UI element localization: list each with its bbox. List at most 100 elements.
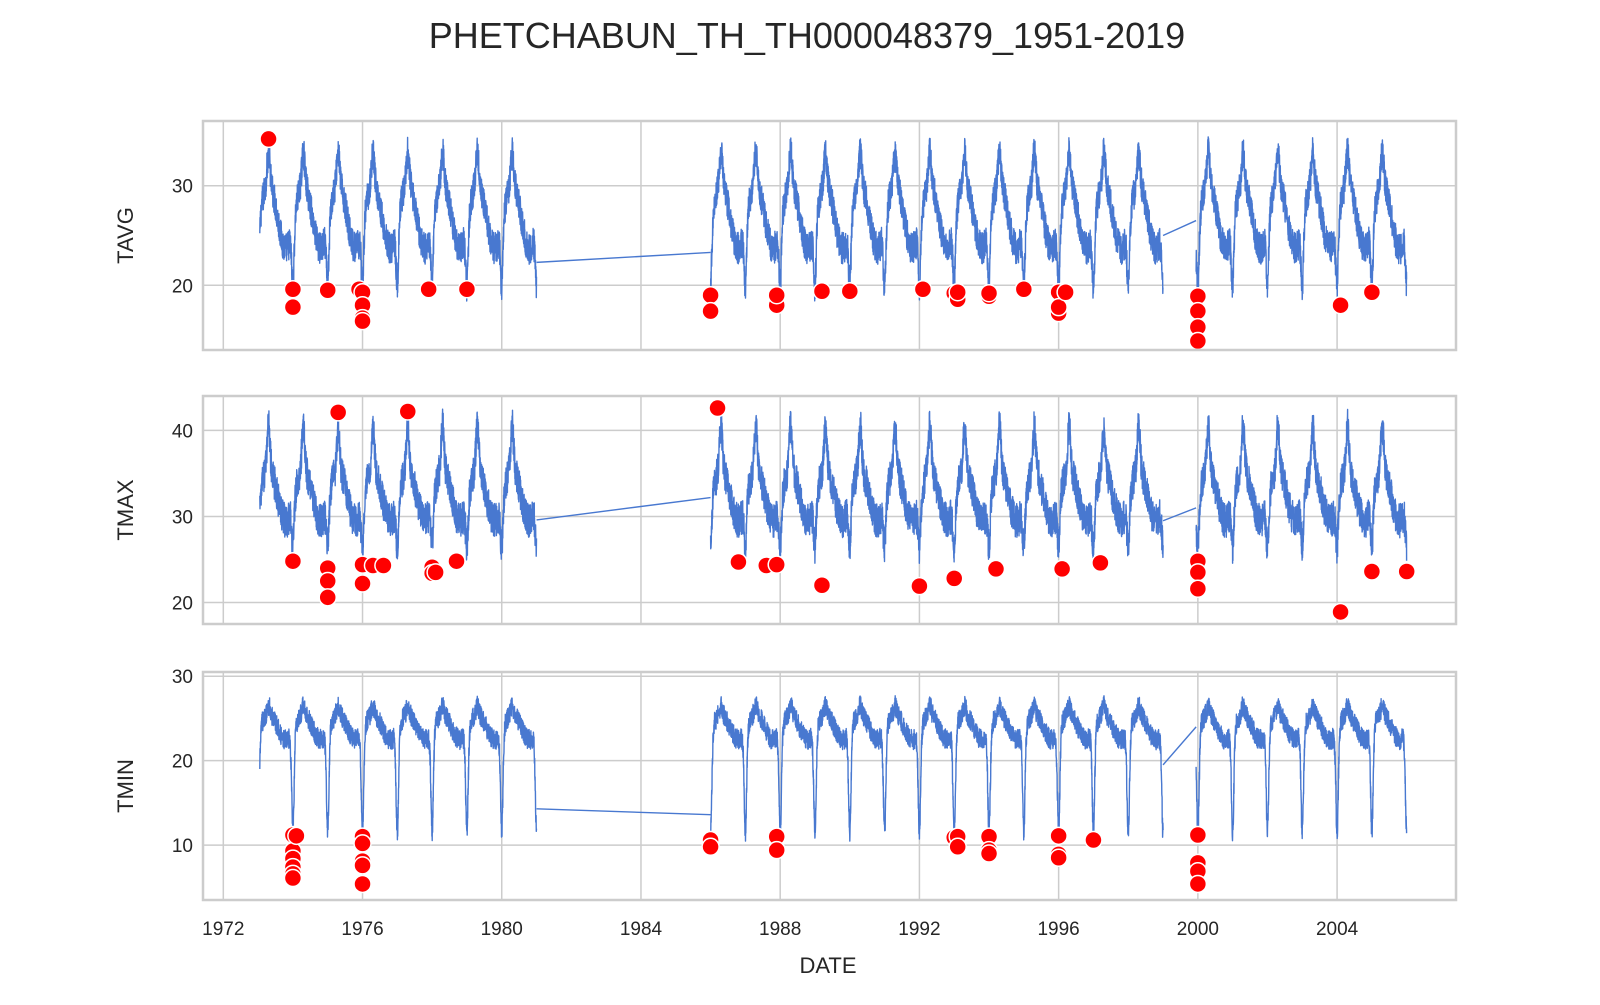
series-line-tmin xyxy=(259,695,1408,842)
x-axis-label: DATE xyxy=(799,953,856,978)
outlier-point xyxy=(283,868,303,888)
x-tick-label: 1996 xyxy=(1037,919,1079,940)
outlier-point xyxy=(353,856,372,875)
outlier-point xyxy=(767,285,786,305)
outlier-point xyxy=(287,826,306,846)
y-tick-label: 30 xyxy=(172,177,193,198)
outlier-point xyxy=(812,282,832,301)
x-tick-label: 1976 xyxy=(341,919,383,940)
outlier-point xyxy=(979,844,999,863)
gap-connector xyxy=(536,251,711,264)
outlier-point xyxy=(426,563,445,582)
outlier-point xyxy=(328,403,348,422)
outlier-point xyxy=(283,280,303,299)
y-tick-label: 20 xyxy=(172,752,193,773)
outlier-point xyxy=(259,129,278,149)
outlier-point xyxy=(944,569,964,588)
outlier-point xyxy=(353,874,372,894)
gap-connector xyxy=(1162,726,1197,766)
outlier-point xyxy=(729,552,748,572)
y-tick-label: 20 xyxy=(172,276,193,297)
outlier-point xyxy=(1362,283,1382,302)
outlier-point xyxy=(1362,562,1382,581)
panel-frame xyxy=(201,394,1458,626)
series-line-tavg xyxy=(259,136,1408,302)
outlier-point xyxy=(948,283,967,302)
outlier-point xyxy=(318,588,337,607)
outlier-point xyxy=(283,551,303,571)
outlier-point xyxy=(1188,874,1208,894)
x-tick-label: 1992 xyxy=(898,919,940,940)
y-tick-label: 10 xyxy=(172,836,193,857)
y-tick-label: 20 xyxy=(172,593,193,614)
series-line-tmax xyxy=(259,408,1408,564)
outlier-point xyxy=(1188,579,1208,598)
outlier-point xyxy=(708,398,727,418)
outlier-point xyxy=(1331,295,1350,315)
x-tick-label: 2000 xyxy=(1177,919,1219,940)
x-axis-ticks: 1972 1976 1980 1984 1988 1992 1996 2000 2004 xyxy=(202,919,1358,940)
outlier-point xyxy=(1052,559,1072,579)
outlier-point xyxy=(398,402,418,421)
outlier-point xyxy=(767,555,786,574)
outlier-point xyxy=(447,551,466,571)
outlier-point xyxy=(374,556,393,575)
x-tick-label: 1980 xyxy=(481,919,523,940)
y-tick-label: 40 xyxy=(172,421,193,442)
panel-frame xyxy=(201,119,1458,352)
outlier-point xyxy=(1049,848,1068,868)
outlier-point xyxy=(1188,825,1208,845)
chart-title: PHETCHABUN_TH_TH000048379_1951-2019 xyxy=(429,15,1185,56)
y-axis-label: TAVG xyxy=(113,207,138,264)
outlier-point xyxy=(353,574,372,593)
panel-tmax: 20 30 40 TMAX xyxy=(113,394,1458,626)
outlier-point xyxy=(353,311,372,331)
panel-tavg: 20 30 TAVG xyxy=(113,119,1458,352)
outlier-point xyxy=(1397,562,1416,581)
outlier-point xyxy=(913,280,933,299)
outlier-point xyxy=(283,297,303,317)
outlier-point xyxy=(353,834,372,853)
y-axis-label: TMAX xyxy=(113,479,138,540)
outlier-point xyxy=(1331,602,1350,622)
panel-tmin: 10 20 30 TMIN xyxy=(113,667,1458,902)
outlier-point xyxy=(1049,297,1068,317)
outlier-point xyxy=(1014,280,1034,299)
outlier-point xyxy=(1049,826,1068,846)
outlier-point xyxy=(318,281,337,300)
y-tick-label: 30 xyxy=(172,507,193,528)
gap-connector xyxy=(536,496,711,521)
y-axis-label: TMIN xyxy=(113,759,138,813)
panel-frame xyxy=(201,670,1458,902)
x-tick-label: 1988 xyxy=(759,919,801,940)
chart-panels: 20 30 TAVG 20 30 40 TMAX 10 20 30 TMIN xyxy=(113,119,1458,902)
outlier-point xyxy=(840,282,860,301)
outlier-point xyxy=(910,576,929,596)
gap-connector xyxy=(1162,219,1197,237)
x-tick-label: 1984 xyxy=(620,919,663,940)
outlier-point xyxy=(948,837,967,857)
outlier-point xyxy=(1091,553,1110,573)
outlier-point xyxy=(701,301,720,321)
outlier-point xyxy=(1084,830,1103,850)
outlier-point xyxy=(318,571,337,591)
outlier-point xyxy=(701,285,720,305)
y-tick-label: 30 xyxy=(172,667,193,688)
outlier-point xyxy=(986,559,1006,579)
outlier-point xyxy=(1188,563,1208,582)
outlier-point xyxy=(1056,283,1075,302)
gap-connector xyxy=(536,808,711,816)
outlier-point xyxy=(1188,301,1208,321)
outlier-point xyxy=(812,576,832,595)
outlier-point xyxy=(701,837,720,857)
outlier-point xyxy=(457,280,477,299)
outlier-point xyxy=(419,280,438,299)
x-tick-label: 1972 xyxy=(202,919,244,940)
x-tick-label: 2004 xyxy=(1316,919,1359,940)
gap-connector xyxy=(1162,507,1197,522)
outlier-point xyxy=(767,840,786,860)
outlier-point xyxy=(979,283,999,303)
outlier-point xyxy=(1188,331,1208,351)
